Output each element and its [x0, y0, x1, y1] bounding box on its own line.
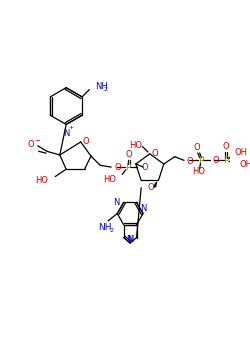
Text: N: N [63, 129, 69, 138]
Text: O: O [152, 149, 158, 158]
Text: NH: NH [95, 82, 108, 91]
Text: P: P [224, 156, 229, 165]
Text: P: P [198, 156, 203, 165]
Text: OH: OH [234, 148, 248, 156]
Text: O: O [142, 163, 148, 172]
Text: O: O [125, 150, 132, 159]
Text: HO: HO [130, 141, 142, 150]
Text: 2: 2 [103, 87, 107, 92]
Text: HO: HO [103, 175, 116, 183]
Text: O: O [82, 136, 89, 146]
Text: N: N [127, 235, 134, 244]
Text: O: O [187, 157, 194, 166]
Text: O: O [115, 163, 121, 172]
Text: NH: NH [98, 223, 111, 232]
Text: O: O [212, 156, 219, 165]
Text: P: P [125, 163, 130, 172]
Text: N: N [126, 235, 133, 244]
Text: N: N [113, 198, 119, 207]
Text: −: − [34, 138, 40, 144]
Text: N: N [140, 204, 146, 213]
Text: O: O [222, 142, 229, 151]
Text: 2: 2 [110, 228, 114, 233]
Text: HO: HO [192, 167, 205, 176]
Text: HO: HO [35, 176, 48, 185]
Text: +: + [68, 125, 73, 130]
Text: O: O [147, 183, 154, 192]
Text: OH: OH [239, 160, 250, 168]
Text: O: O [28, 140, 34, 149]
Text: O: O [194, 143, 200, 152]
